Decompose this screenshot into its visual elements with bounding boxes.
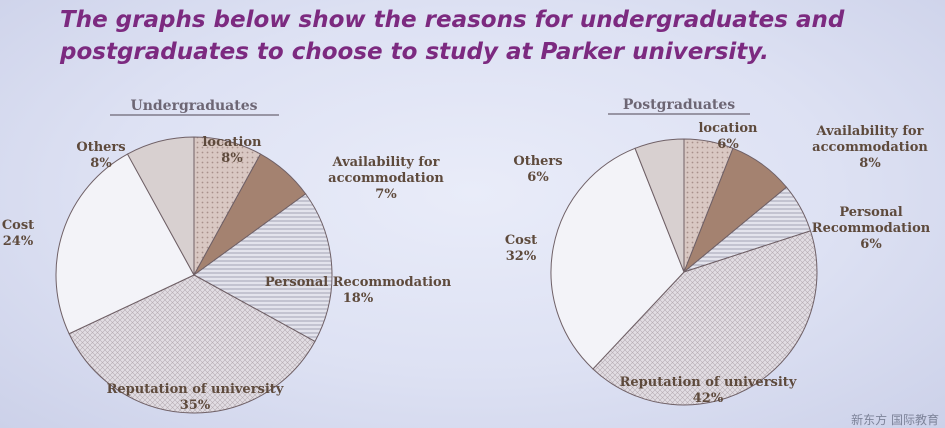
slice-label-location: location 8% [202,135,262,166]
pie-postgraduates: Postgraduates location 6% Availability for… [505,97,931,406]
page-heading: The graphs below show the reasons for un… [60,4,844,68]
pie-title-undergraduates: Undergraduates [131,98,258,114]
pie-slice-others [126,136,195,276]
slice-label-personal-recommodation: Personal Recommodation 6% [812,205,931,252]
pie-slices-postgraduates: location 6% Availability for accommodation 8… [505,121,931,406]
watermark: 新东方 国际教育 [851,413,939,427]
pie-title-postgraduates: Postgraduates [623,97,735,113]
slice-label-availability-for-accommodation: Availability for accommodation 8% [812,124,928,171]
pie-slice-cost [55,153,195,335]
slice-label-cost: Cost 24% [2,218,34,249]
pie-slice-cost [550,147,685,370]
slice-label-others: Others 8% [76,140,125,171]
pie-slice-personal-recommodation [193,193,333,343]
heading-line-2: postgraduates to choose to study at Park… [60,39,769,65]
heading-line-1: The graphs below show the reasons for un… [60,7,845,33]
slice-label-reputation-of-university: Reputation of university 35% [107,382,284,413]
pie-undergraduates: Undergraduates location 8% Availability fo… [2,98,452,414]
pie-slice-reputation-of-university [68,274,316,414]
slice-label-cost: Cost 32% [505,233,537,264]
slice-label-others: Others 6% [513,154,562,185]
slice-label-location: location 6% [698,121,758,152]
slice-label-reputation-of-university: Reputation of university 42% [620,375,797,406]
slice-label-personal-recommodation: Personal Recommodation 18% [265,275,452,306]
pie-slices-undergraduates: location 8% Availability for accommodation 7… [2,135,452,414]
pie-slice-reputation-of-university [592,230,818,406]
pie-slice-others [634,138,685,273]
slice-label-availability-for-accommodation: Availability for accommodation 7% [328,155,444,202]
